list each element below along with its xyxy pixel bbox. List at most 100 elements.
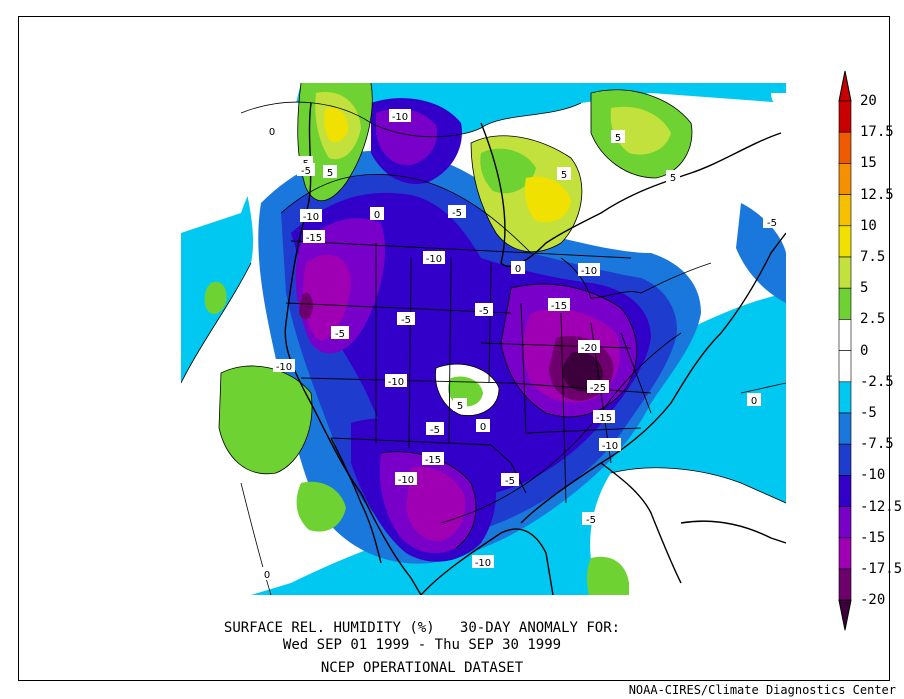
- contour-label: -15: [593, 410, 615, 424]
- legend-swatch: [838, 194, 852, 227]
- legend-swatch: [838, 350, 852, 383]
- svg-text:-20: -20: [581, 343, 597, 354]
- svg-text:-10: -10: [581, 266, 597, 277]
- contour-label: -5: [297, 163, 315, 177]
- legend-tick-label: 15: [860, 155, 877, 172]
- legend-swatch: [838, 568, 852, 601]
- map-caption-line1: SURFACE REL. HUMIDITY (%) 30-DAY ANOMALY…: [223, 620, 621, 636]
- svg-text:0: 0: [264, 570, 270, 581]
- legend-tick-label: -7.5: [860, 436, 894, 453]
- svg-text:-5: -5: [452, 208, 462, 219]
- svg-text:-10: -10: [276, 362, 292, 373]
- contour-label: -5: [448, 205, 466, 219]
- legend-swatch: [838, 443, 852, 476]
- svg-text:5: 5: [327, 168, 333, 179]
- band-plus5-pacific: [219, 365, 312, 474]
- svg-text:5: 5: [457, 401, 463, 412]
- contour-label: -5: [426, 422, 444, 436]
- contour-label: 5: [453, 398, 467, 412]
- legend-tick-label: -15: [860, 529, 886, 546]
- legend-swatch: [838, 319, 852, 351]
- legend-tick-label: 7.5: [860, 249, 886, 265]
- svg-text:5: 5: [670, 173, 676, 184]
- map-caption-line2: Wed SEP 01 1999 - Thu SEP 30 1999: [282, 637, 562, 653]
- svg-text:0: 0: [515, 264, 521, 275]
- legend-tick-label: -17.5: [860, 561, 903, 577]
- svg-text:-5: -5: [335, 329, 345, 340]
- svg-text:-10: -10: [388, 377, 404, 388]
- color-legend-bar: [838, 70, 852, 631]
- legend-arrow-top: [838, 70, 852, 102]
- svg-text:-10: -10: [392, 112, 408, 123]
- band-plus5-cuba: [586, 556, 629, 595]
- legend-tick-label: 17.5: [860, 124, 894, 141]
- band-minus15-west: [303, 254, 351, 341]
- contour-lines: [181, 83, 786, 595]
- legend-swatch: [838, 225, 852, 258]
- neutral-region-gulf: [590, 467, 786, 595]
- contour-label: 0: [265, 124, 279, 138]
- svg-text:-10: -10: [303, 212, 319, 223]
- legend-swatch: [838, 537, 852, 570]
- contour-label: -15: [303, 230, 325, 244]
- contour-label: -15: [422, 452, 444, 466]
- legend-swatch: [838, 412, 852, 445]
- svg-text:-10: -10: [398, 475, 414, 486]
- contour-label: -10: [300, 209, 322, 223]
- svg-text:-15: -15: [306, 233, 322, 244]
- contour-label: 5: [666, 170, 680, 184]
- contour-label: -20: [578, 340, 600, 354]
- svg-text:-10: -10: [426, 254, 442, 265]
- contour-label: -5: [475, 303, 493, 317]
- contour-label: 0: [260, 567, 274, 581]
- legend-swatch: [838, 475, 852, 507]
- svg-text:-5: -5: [301, 166, 311, 177]
- band-plus7_5-labrador: [610, 106, 671, 155]
- contour-label: 5: [557, 167, 571, 181]
- color-legend: 20 17.5 15 12.5 10 7.5 5 2.5 0 -2.5 -5 -7.5 -10 -12.5…: [836, 68, 904, 632]
- contour-label: -10: [599, 438, 621, 452]
- svg-text:-5: -5: [401, 315, 411, 326]
- legend-swatch: [838, 131, 852, 164]
- svg-text:5: 5: [561, 170, 567, 181]
- svg-text:-5: -5: [767, 218, 777, 229]
- band-plus10-quebec: [524, 176, 571, 223]
- contour-label: 0: [747, 393, 761, 407]
- legend-swatch: [838, 100, 852, 133]
- contour-label-layer: -10 0 -5 5 -5 5 5 5 -10 -15 -10 -5 -5 -1…: [260, 109, 781, 581]
- contour-label: 0: [476, 419, 490, 433]
- svg-text:-15: -15: [551, 301, 567, 312]
- legend-tick-label: -2.5: [860, 373, 894, 390]
- legend-swatch: [838, 381, 852, 414]
- contour-label: 0: [511, 261, 525, 275]
- contour-label: -10: [385, 374, 407, 388]
- contour-label: -10: [472, 555, 494, 569]
- contour-label: -10: [389, 109, 411, 123]
- legend-tick-label: 5: [860, 280, 869, 297]
- svg-text:-15: -15: [596, 413, 612, 424]
- svg-text:0: 0: [269, 127, 275, 138]
- contour-label: -5: [582, 512, 600, 526]
- band-minus17_5-west: [299, 292, 313, 320]
- svg-text:5: 5: [615, 133, 621, 144]
- svg-text:-10: -10: [475, 558, 491, 569]
- legend-tick-label: 12.5: [860, 186, 894, 203]
- svg-text:-5: -5: [586, 515, 596, 526]
- legend-arrow-bottom: [838, 599, 852, 631]
- humidity-anomaly-map: -10 0 -5 5 -5 5 5 5 -10 -15 -10 -5 -5 -1…: [181, 83, 786, 595]
- band-minus5-east: [736, 203, 786, 303]
- legend-swatch: [838, 506, 852, 539]
- svg-text:0: 0: [480, 422, 486, 433]
- map-caption-line3: NCEP OPERATIONAL DATASET: [320, 660, 524, 676]
- legend-tick-label: -5: [860, 405, 877, 421]
- plot-frame: [18, 16, 890, 681]
- svg-text:-25: -25: [590, 383, 606, 394]
- contour-label: -5: [763, 215, 781, 229]
- legend-tick-label: 2.5: [860, 311, 886, 328]
- legend-swatch: [838, 287, 852, 320]
- contour-label: -10: [395, 472, 417, 486]
- band-minus12_5-north: [376, 108, 438, 166]
- contour-label: -10: [423, 251, 445, 265]
- contour-label: -5: [397, 312, 415, 326]
- svg-text:0: 0: [374, 210, 380, 221]
